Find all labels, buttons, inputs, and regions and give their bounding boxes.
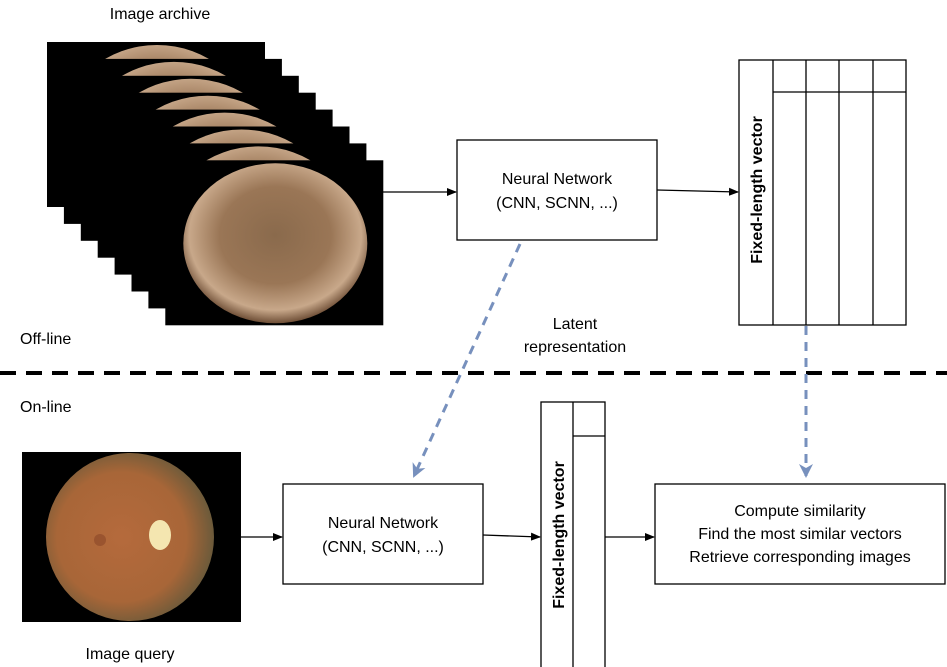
node-text: Retrieve corresponding images (689, 549, 910, 566)
query-image (22, 452, 241, 622)
archive-layer (183, 163, 368, 324)
node-text: Neural Network (328, 515, 439, 532)
arrow (482, 532, 541, 541)
arrow (656, 187, 739, 196)
node-text: Neural Network (502, 171, 613, 188)
vector-label: Fixed-length vector (749, 116, 766, 264)
edge-label: representation (524, 339, 626, 356)
image-archive (47, 42, 384, 326)
vector-label: Fixed-length vector (551, 461, 568, 609)
node-text: Find the most similar vectors (698, 526, 902, 543)
vector-table (738, 59, 907, 326)
online-label: On-line (20, 399, 72, 416)
node-box (456, 139, 658, 241)
node-box (282, 483, 484, 585)
node-box (654, 483, 946, 585)
node-text: Compute similarity (734, 503, 866, 520)
archive-label: Image archive (110, 6, 211, 23)
node-text: (CNN, SCNN, ...) (322, 539, 444, 556)
query-label: Image query (86, 646, 175, 663)
offline-label: Off-line (20, 331, 71, 348)
node-text: (CNN, SCNN, ...) (496, 195, 618, 212)
latent-arrow (412, 243, 522, 478)
edge-label: Latent (553, 316, 598, 333)
